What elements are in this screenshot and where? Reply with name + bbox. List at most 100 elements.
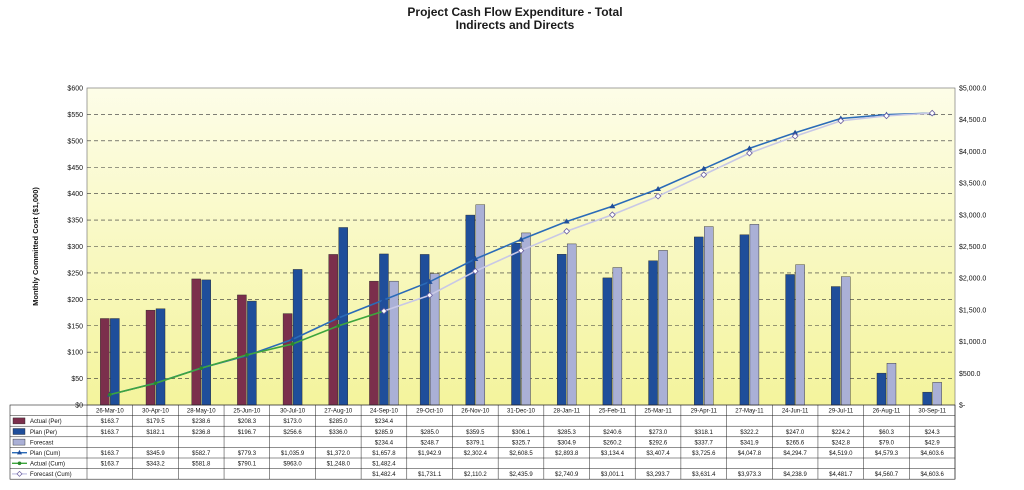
x-tick-label: 24-Jun-11 <box>782 409 809 415</box>
point-forecast-cum <box>837 117 845 125</box>
chart-subtitle: Indirects and Directs <box>456 18 575 32</box>
data-label: $790.1 <box>238 462 257 468</box>
data-label: $60.3 <box>879 430 895 436</box>
point-plan-cum <box>563 218 570 224</box>
data-label: $224.2 <box>832 430 851 436</box>
bar-forecast <box>704 226 714 406</box>
bar-forecast <box>841 276 851 406</box>
bar-plan-per <box>379 253 389 406</box>
data-label: $359.5 <box>466 430 485 436</box>
legend-entry: Plan (Cum) <box>30 451 60 457</box>
bar-plan-per <box>155 308 166 406</box>
point-forecast-cum <box>928 109 936 117</box>
x-tick-label: 28-May-10 <box>187 409 216 415</box>
data-label: $343.2 <box>146 462 165 468</box>
x-tick-label: 26-Aug-11 <box>873 409 901 415</box>
y-tick-label: $550 <box>67 112 83 119</box>
y-tick-label: $450 <box>67 165 83 172</box>
x-tick-label: 30-Jul-10 <box>280 409 306 415</box>
data-label: $238.6 <box>192 419 211 425</box>
data-label: $337.7 <box>695 440 714 446</box>
x-tick-label: 31-Dec-10 <box>507 409 536 415</box>
data-label: $260.2 <box>603 440 622 446</box>
bar-plan-per <box>511 243 521 406</box>
data-label: $285.3 <box>558 430 577 436</box>
point-forecast-cum <box>791 132 799 140</box>
data-label: $4,579.3 <box>875 451 899 457</box>
y2-tick-label: $2,000.0 <box>959 276 986 283</box>
data-label: $163.7 <box>101 451 120 457</box>
bar-forecast <box>389 280 399 406</box>
data-label: $79.0 <box>879 440 895 446</box>
y-tick-label: $350 <box>67 218 83 225</box>
data-label: $4,603.6 <box>920 451 944 457</box>
point-forecast-cum <box>563 227 571 235</box>
data-label: $247.0 <box>786 430 805 436</box>
point-actual-cum <box>199 366 204 370</box>
point-actual-cum <box>245 353 249 357</box>
point-actual-cum <box>108 392 112 397</box>
data-label: $304.9 <box>558 440 577 446</box>
data-label: $1,248.0 <box>327 462 351 468</box>
data-label: $3,631.4 <box>692 472 716 478</box>
chart-title: Project Cash Flow Expenditure - Total <box>407 5 622 19</box>
legend-entry: Actual (Cum) <box>30 462 65 468</box>
y-tick-label: $100 <box>67 350 83 357</box>
point-actual-cum <box>336 324 341 328</box>
bar-plan-per <box>739 234 750 406</box>
data-label: $273.0 <box>649 430 668 436</box>
data-label: $4,481.7 <box>829 472 853 478</box>
data-label: $248.7 <box>420 440 439 446</box>
data-label: $4,238.9 <box>783 472 807 478</box>
x-tick-label: 25-Jun-10 <box>233 409 261 415</box>
x-tick-label: 26-Mar-10 <box>96 409 124 415</box>
bar-plan-per <box>556 254 567 406</box>
data-label: $42.9 <box>925 440 941 446</box>
y2-tick-label: $- <box>959 403 966 410</box>
data-label: $325.7 <box>512 440 531 446</box>
x-tick-label: 26-Nov-10 <box>461 409 490 415</box>
y2-tick-label: $2,500.0 <box>959 244 986 251</box>
data-label: $242.8 <box>832 440 851 446</box>
point-forecast-cum <box>700 171 708 179</box>
data-label: $779.3 <box>238 451 257 457</box>
bar-forecast <box>612 267 623 406</box>
data-label: $285.0 <box>329 419 348 425</box>
bar-plan-per <box>831 286 841 406</box>
data-label: $236.8 <box>192 430 211 436</box>
data-label: $182.1 <box>146 430 165 436</box>
point-plan-cum <box>289 336 296 342</box>
data-label: $318.1 <box>695 430 714 436</box>
data-label: $1,482.4 <box>372 462 396 468</box>
point-plan-cum <box>335 315 342 321</box>
point-plan-cum <box>655 185 662 191</box>
bar-actual-per <box>191 278 201 406</box>
y2-tick-label: $4,000.0 <box>959 149 986 156</box>
point-forecast-cum <box>517 247 525 254</box>
point-forecast-cum <box>654 192 662 200</box>
bar-actual-per <box>145 309 156 406</box>
x-tick-label: 29-Jul-11 <box>829 409 854 415</box>
data-label: $234.4 <box>375 440 394 446</box>
data-label: $4,294.7 <box>783 451 807 457</box>
data-label: $1,372.0 <box>327 451 351 457</box>
y-tick-label: $200 <box>67 297 83 304</box>
point-plan-cum <box>700 165 707 171</box>
data-label: $1,942.9 <box>418 451 442 457</box>
legend-key <box>12 428 26 435</box>
data-label: $3,134.4 <box>601 451 625 457</box>
data-label: $4,047.8 <box>738 451 762 457</box>
data-label: $265.6 <box>786 440 805 446</box>
data-label: $3,407.4 <box>646 451 670 457</box>
data-label: $582.7 <box>192 451 211 457</box>
data-label: $336.0 <box>329 430 348 436</box>
y2-tick-label: $3,500.0 <box>959 181 986 188</box>
y2-tick-label: $1,000.0 <box>959 339 986 346</box>
legend-entry: Forecast <box>30 440 54 446</box>
bar-forecast <box>932 382 942 406</box>
point-forecast-cum <box>471 267 479 275</box>
point-forecast-cum <box>609 211 616 219</box>
data-label: $379.1 <box>466 440 485 446</box>
data-label: $196.7 <box>238 430 257 436</box>
point-plan-cum <box>746 145 753 151</box>
